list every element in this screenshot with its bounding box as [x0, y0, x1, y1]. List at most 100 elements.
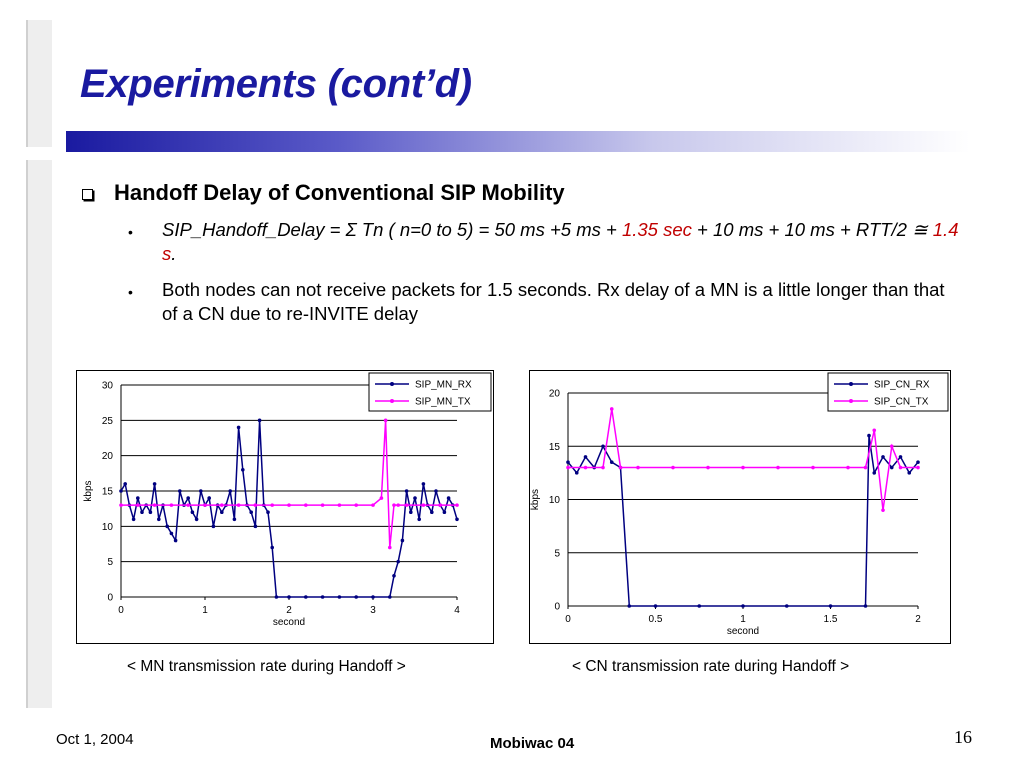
data-point [784, 604, 789, 608]
mn-rate-chart: 0 5 10 15 20 25 30 0 1 2 3 4 second kbps SIP_MN_RX SIP_… [83, 372, 492, 628]
x-tick-label: 4 [454, 605, 460, 616]
data-point [186, 503, 190, 507]
data-point [396, 559, 401, 564]
data-point [194, 517, 199, 522]
data-point [846, 465, 850, 470]
data-point [266, 510, 270, 514]
data-point [741, 604, 745, 608]
data-point [320, 503, 325, 507]
y-tick-label: 5 [107, 557, 113, 568]
data-point [228, 489, 232, 493]
y-axis-title: kbps [530, 489, 541, 510]
data-point [152, 503, 157, 507]
data-point [203, 503, 207, 507]
observation-text: Both nodes can not receive packets for 1… [162, 279, 945, 324]
data-point [211, 524, 216, 529]
sub-bullet-observation: • Both nodes can not receive packets for… [128, 278, 962, 326]
dot-bullet-icon: • [128, 284, 133, 300]
data-point [270, 503, 274, 507]
data-point [354, 503, 359, 507]
data-point [165, 524, 169, 529]
data-point [236, 503, 241, 507]
x-tick-label: 1 [740, 614, 746, 625]
dot-bullet-icon: • [128, 224, 133, 240]
data-point [354, 595, 359, 599]
data-point [400, 538, 405, 543]
legend-label: SIP_MN_RX [415, 380, 472, 391]
y-axis-title: kbps [83, 480, 94, 501]
data-point [404, 503, 409, 507]
data-point [889, 465, 894, 470]
left-accent-bar-bottom [26, 160, 52, 708]
data-point [430, 510, 434, 514]
data-point [371, 595, 375, 599]
data-point [287, 595, 291, 599]
mn-chart-frame: 0 5 10 15 20 25 30 0 1 2 3 4 second kbps SIP_MN_RX SIP_… [76, 370, 494, 644]
data-point [898, 465, 903, 470]
data-point [199, 489, 203, 493]
data-point [438, 503, 443, 507]
x-tick-label: 0 [565, 614, 571, 625]
mn-chart-caption: < MN transmission rate during Handoff > [127, 658, 406, 675]
legend-label: SIP_CN_TX [874, 397, 929, 408]
x-axis-title: second [273, 617, 305, 628]
formula-part3: + 10 ms + 10 ms + RTT/2 [691, 219, 913, 240]
y-tick-label: 10 [549, 495, 561, 506]
data-point [828, 604, 833, 608]
main-bullet-text: Handoff Delay of Conventional SIP Mobili… [114, 180, 565, 205]
data-point [270, 545, 274, 550]
data-point [241, 468, 245, 472]
delay-formula-text: SIP_Handoff_Delay = Σ Tn ( n=0 to 5) = 5… [162, 218, 962, 266]
data-point [119, 503, 123, 507]
x-tick-label: 2 [915, 614, 921, 625]
data-point [152, 482, 157, 486]
data-point [627, 604, 632, 608]
x-tick-label: 0 [118, 605, 124, 616]
data-point [396, 503, 401, 507]
data-point [249, 510, 253, 514]
series-line-sip_mn_tx [121, 420, 457, 548]
page-number: 16 [954, 727, 972, 747]
data-point [379, 496, 384, 500]
data-point [388, 545, 392, 550]
data-point [697, 604, 702, 608]
data-point [220, 510, 224, 514]
legend-box [827, 372, 949, 412]
y-tick-label: 10 [102, 522, 114, 533]
data-point [253, 503, 258, 507]
slide-title: Experiments (cont’d) [80, 62, 472, 106]
data-point [131, 517, 136, 522]
legend-marker [390, 399, 394, 403]
data-point [907, 471, 912, 475]
series-line-sip_mn_rx [120, 420, 458, 598]
footer-date: Oct 1, 2004 [56, 731, 134, 748]
data-point [136, 503, 140, 507]
data-point [583, 465, 588, 470]
data-point [898, 455, 903, 459]
legend-marker [849, 399, 853, 403]
formula-highlight-2: 1.4 s [162, 219, 959, 264]
x-tick-label: 0.5 [649, 614, 663, 625]
data-point [863, 465, 868, 470]
legend-label: SIP_CN_RX [874, 380, 930, 391]
data-point [371, 503, 375, 507]
data-point [236, 425, 241, 430]
cn-chart-caption: < CN transmission rate during Handoff > [572, 658, 850, 675]
data-point [388, 595, 392, 599]
data-point [253, 524, 258, 529]
legend-label: SIP_MN_TX [415, 397, 471, 408]
data-point [916, 460, 920, 465]
x-tick-label: 1.5 [824, 614, 838, 625]
y-tick-label: 25 [102, 416, 114, 427]
data-point [220, 503, 224, 507]
data-point [304, 595, 308, 599]
data-point [140, 510, 144, 514]
y-tick-label: 30 [102, 381, 114, 392]
data-point [434, 489, 438, 493]
y-tick-label: 0 [554, 602, 560, 613]
y-tick-label: 20 [549, 389, 561, 400]
formula-part1: SIP_Handoff_Delay = [162, 219, 346, 240]
data-point [776, 465, 780, 470]
data-point [601, 465, 605, 470]
data-point [413, 496, 417, 500]
